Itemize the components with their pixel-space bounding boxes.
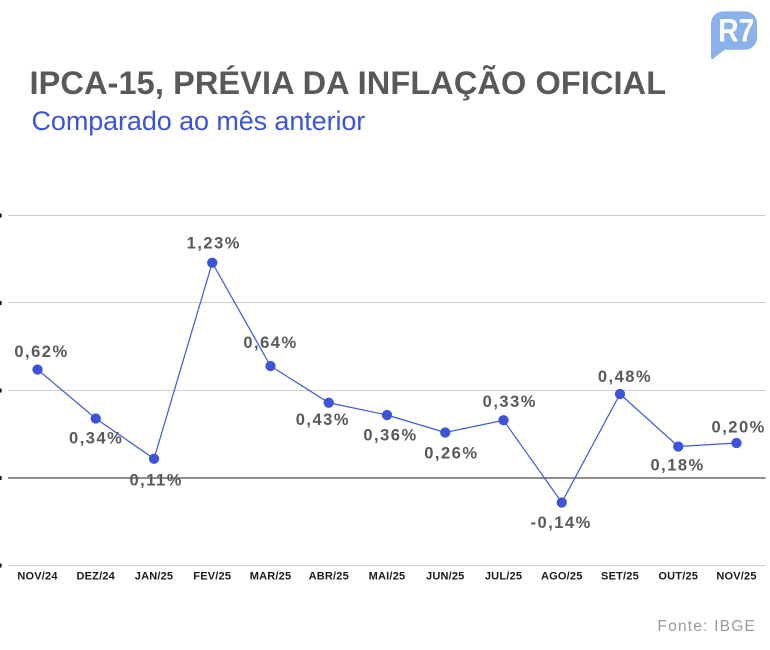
svg-text:NOV/24: NOV/24 bbox=[17, 571, 58, 583]
svg-text:0,48%: 0,48% bbox=[598, 368, 652, 386]
svg-text:0,18%: 0,18% bbox=[650, 456, 704, 474]
svg-text:MAR/25: MAR/25 bbox=[250, 571, 292, 583]
svg-text:AGO/25: AGO/25 bbox=[541, 571, 583, 583]
svg-text:DEZ/24: DEZ/24 bbox=[77, 571, 116, 583]
svg-text:0,43%: 0,43% bbox=[296, 411, 350, 429]
svg-text:0,64%: 0,64% bbox=[243, 334, 297, 352]
svg-text:JUL/25: JUL/25 bbox=[485, 571, 522, 583]
svg-text:0,36%: 0,36% bbox=[363, 427, 417, 445]
svg-text:MAI/25: MAI/25 bbox=[369, 571, 406, 583]
svg-text:0,62%: 0,62% bbox=[14, 343, 68, 361]
svg-text:0,11%: 0,11% bbox=[130, 471, 183, 489]
svg-text:JUN/25: JUN/25 bbox=[426, 571, 465, 583]
svg-text:OUT/25: OUT/25 bbox=[658, 571, 698, 583]
svg-text:0,26%: 0,26% bbox=[424, 444, 478, 462]
svg-text:0,33%: 0,33% bbox=[483, 393, 537, 411]
svg-text:NOV/25: NOV/25 bbox=[716, 571, 756, 583]
svg-text:0,20%: 0,20% bbox=[712, 418, 766, 436]
svg-text:JAN/25: JAN/25 bbox=[135, 571, 174, 583]
svg-text:0,34%: 0,34% bbox=[69, 430, 123, 448]
svg-text:FEV/25: FEV/25 bbox=[193, 571, 231, 583]
svg-text:R7: R7 bbox=[718, 12, 754, 48]
svg-text:SET/25: SET/25 bbox=[601, 571, 639, 583]
svg-text:-0,14%: -0,14% bbox=[531, 514, 592, 532]
svg-text:1,23%: 1,23% bbox=[187, 235, 241, 253]
svg-text:ABR/25: ABR/25 bbox=[309, 571, 349, 583]
